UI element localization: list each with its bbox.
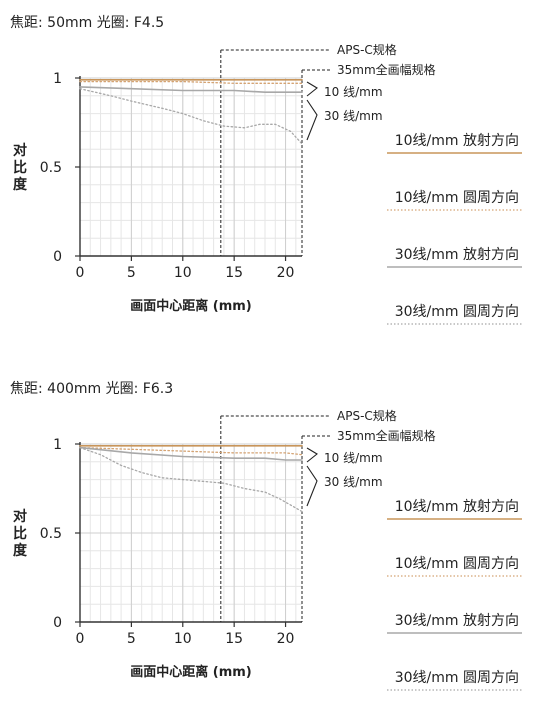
lp10-label: 10 线/mm [324, 85, 383, 99]
legend-label-2: 10线/mm 圆周方向 [395, 556, 519, 572]
series-line-3 [79, 86, 303, 93]
lp10-label: 10 线/mm [324, 451, 383, 465]
lp30-label: 30 线/mm [324, 109, 383, 123]
series-line-2 [79, 80, 303, 84]
series-line-3 [79, 446, 303, 461]
bracket-30lp [306, 99, 318, 141]
bracket-10lp [306, 447, 318, 463]
legend-label-2: 10线/mm 圆周方向 [395, 190, 519, 206]
x-tick-label: 5 [127, 631, 136, 647]
bracket-10lp [306, 81, 318, 97]
x-axis-label: 画面中心距离 (mm) [130, 664, 252, 680]
legend-label-4: 30线/mm 圆周方向 [395, 304, 519, 320]
y-axis-label: 对比度 [13, 142, 28, 193]
apsc-label: APS-C规格 [337, 408, 397, 423]
legend-label-1: 10线/mm 放射方向 [395, 133, 519, 149]
mtf-chart-f4-5: 焦距: 50mm 光圈: F4.5 0 5 10 15 20 0 0.5 1 对比度画面中心距离 … [10, 15, 522, 325]
x-tick-label: 15 [225, 631, 243, 647]
full-frame-label: 35mm全画幅规格 [337, 62, 436, 77]
legend-label-1: 10线/mm 放射方向 [395, 499, 519, 515]
y-tick-label: 0.5 [40, 526, 62, 542]
x-tick-label: 0 [76, 631, 85, 647]
lp30-label: 30 线/mm [324, 475, 383, 489]
apsc-label: APS-C规格 [337, 42, 397, 57]
series-line-4 [79, 88, 303, 145]
chart-title: 焦距: 50mm 光圈: F4.5 [10, 15, 164, 31]
series-line-4 [79, 446, 303, 513]
bracket-30lp [306, 465, 318, 507]
legend-label-3: 30线/mm 放射方向 [395, 247, 519, 263]
legend-label-3: 30线/mm 放射方向 [395, 613, 519, 629]
x-tick-label: 5 [127, 265, 136, 281]
x-tick-label: 10 [174, 631, 192, 647]
x-axis-label: 画面中心距离 (mm) [130, 298, 252, 314]
series-line-2 [79, 446, 303, 456]
y-tick-label: 0 [53, 615, 62, 631]
mtf-chart-f6-3: 焦距: 400mm 光圈: F6.3 0 5 10 15 20 0 0.5 1 对比度画面中心距离… [10, 381, 522, 691]
y-tick-label: 1 [53, 71, 62, 87]
x-tick-label: 0 [76, 265, 85, 281]
y-axis-label: 对比度 [13, 508, 28, 559]
x-tick-label: 15 [225, 265, 243, 281]
full-frame-label: 35mm全画幅规格 [337, 428, 436, 443]
chart-title: 焦距: 400mm 光圈: F6.3 [10, 381, 173, 397]
y-tick-label: 0.5 [40, 160, 62, 176]
y-tick-label: 0 [53, 249, 62, 265]
x-tick-label: 20 [277, 265, 295, 281]
y-tick-label: 1 [53, 437, 62, 453]
legend-label-4: 30线/mm 圆周方向 [395, 670, 519, 686]
x-tick-label: 20 [277, 631, 295, 647]
x-tick-label: 10 [174, 265, 192, 281]
